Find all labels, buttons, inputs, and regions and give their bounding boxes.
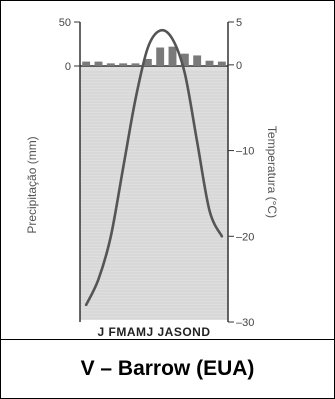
temperature-tick-label: –20 [236,231,254,243]
precipitation-bar-j-0 [82,61,91,66]
temperature-line [84,28,224,307]
precipitation-bar-s-8 [180,53,189,66]
precipitation-bar-a-3 [119,63,128,66]
precipitation-tick-label: 0 [65,61,71,73]
plot-gridlines [80,71,228,319]
precipitation-bar-n-10 [205,60,214,66]
temperature-tick-label: –30 [236,317,254,329]
plot-background [80,66,228,320]
temperature-axis-title: Temperatura (°C) [265,126,279,218]
precipitation-bar-f-1 [94,61,103,66]
temperature-tick-label: –10 [236,146,254,158]
precipitation-bars [82,46,226,66]
caption-divider [1,339,334,340]
station-caption: V – Barrow (EUA) [80,357,255,380]
month-labels: J FMAMJ JASOND [97,325,210,339]
precipitation-bar-m-2 [106,63,115,66]
precipitation-bar-d-11 [217,61,226,66]
precipitation-bar-o-9 [193,55,202,66]
precipitation-axis-title: Precipitação (mm) [25,136,39,233]
precipitation-bar-j-6 [156,47,165,66]
precipitation-bar-a-7 [168,46,177,66]
temperature-tick-label: 0 [236,60,242,72]
temperature-axis-ticks: 5 0 –10 –20 –30 [228,17,254,329]
precipitation-bar-m-4 [131,63,140,66]
climogram-chart: 050 50–10–20–30 Precipitação (mm) Temper… [25,17,279,339]
precipitation-tick-label: 50 [59,17,71,29]
temperature-tick-label: 5 [236,17,242,29]
precipitation-axis-ticks: 0 50 [59,17,80,73]
precipitation-bar-j-5 [143,58,152,66]
